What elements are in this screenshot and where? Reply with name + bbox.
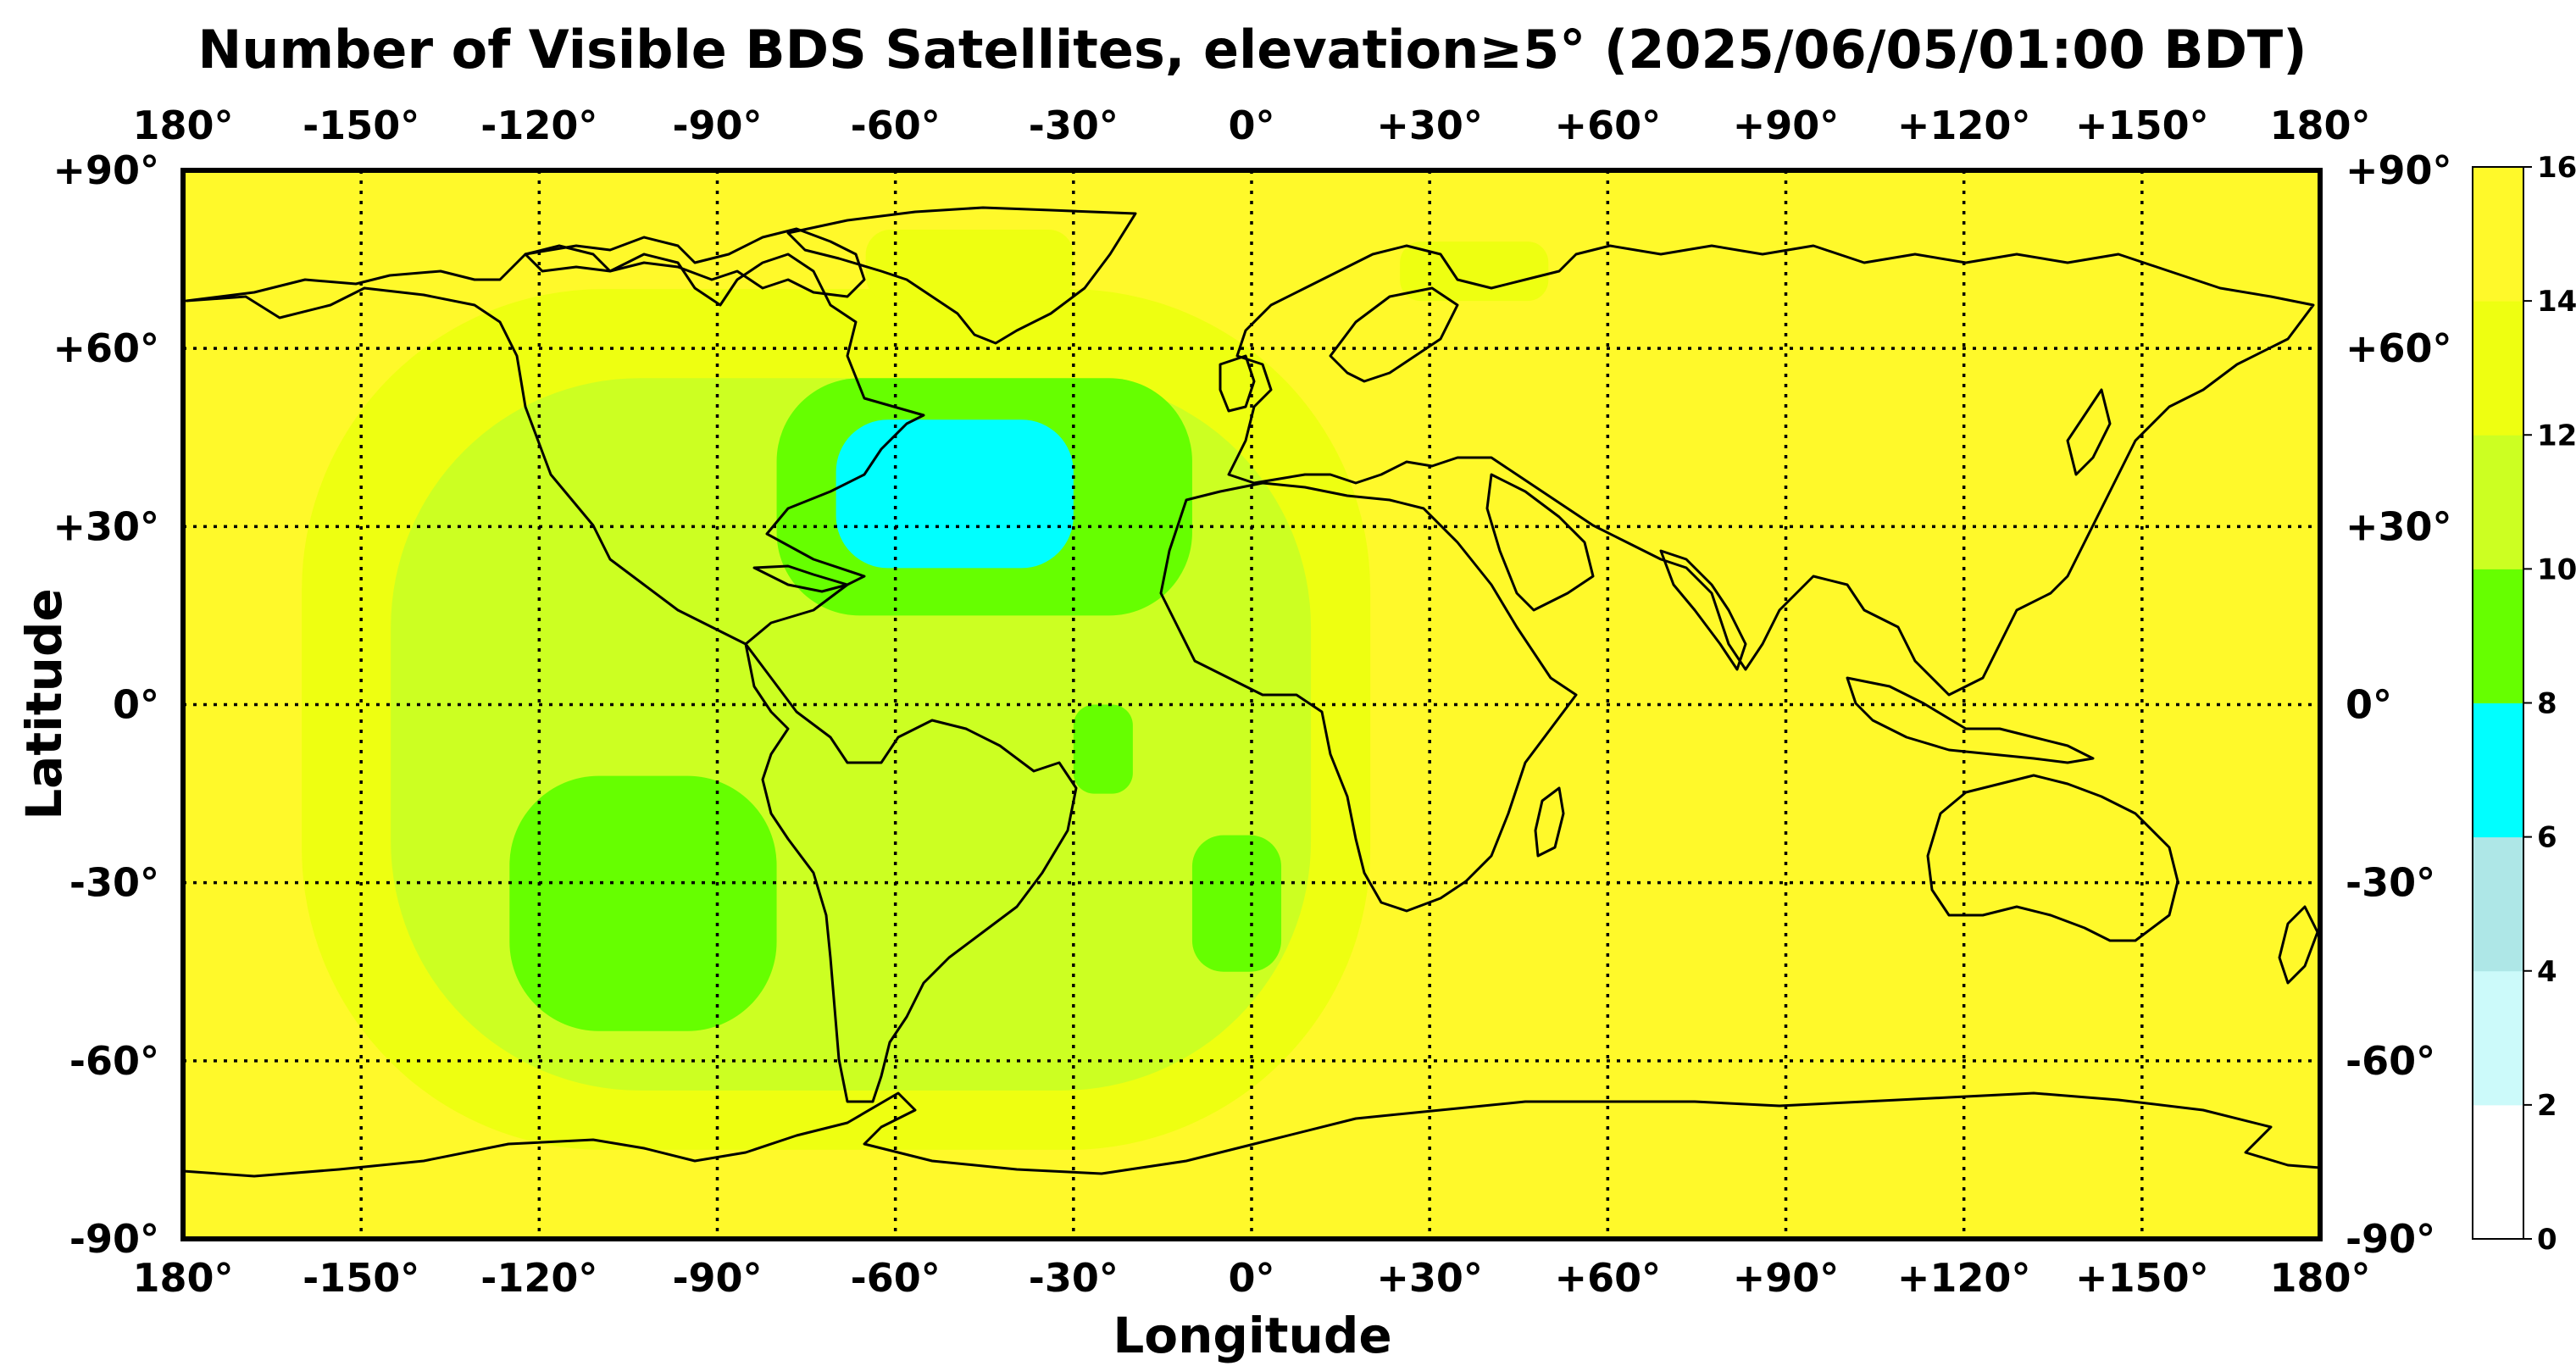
x-tick-label-top: -30°: [1029, 103, 1119, 148]
colorbar-tick-label: 6: [2537, 821, 2557, 855]
colorbar-bin-12-14: [2473, 301, 2523, 436]
map-area: [183, 170, 2320, 1239]
y-tick-labels-left: +90° +60° +30° 0° -30° -60° -90°: [53, 147, 159, 1262]
x-tick-label-bottom: -150°: [303, 1255, 419, 1301]
x-tick-label-top: -60°: [851, 103, 941, 148]
y-tick-label-right: -90°: [2346, 1216, 2435, 1262]
x-tick-label-bottom: +120°: [1897, 1255, 2031, 1301]
x-tick-label-bottom: 180°: [2269, 1255, 2370, 1301]
y-tick-label-left: +60°: [53, 325, 159, 371]
colorbar-bin-2-4: [2473, 970, 2523, 1106]
x-tick-labels-bottom: 180° -150° -120° -90° -60° -30° 0° +30° +60° +90°…: [132, 1255, 2370, 1301]
field-region-6-8-8: [836, 419, 1074, 569]
colorbar-bin-10-12: [2473, 435, 2523, 569]
y-tick-label-right: 0°: [2346, 682, 2392, 728]
coastline-greenland: [786, 206, 1137, 345]
x-tick-label-top: 180°: [132, 103, 233, 148]
x-tick-label-top: -90°: [672, 103, 762, 148]
y-tick-label-right: +60°: [2346, 325, 2452, 371]
x-tick-label-top: 180°: [2269, 103, 2370, 148]
coastline-new-zealand: [2278, 905, 2319, 985]
coastline-australia: [1926, 774, 2179, 942]
coastline-japan: [2066, 388, 2112, 476]
y-tick-label-right: +90°: [2346, 147, 2452, 193]
x-tick-label-bottom: 0°: [1228, 1255, 1274, 1301]
x-tick-label-top: +90°: [1733, 103, 1840, 148]
colorbar-bin-4-6: [2473, 836, 2523, 972]
coastline-eurasia: [1227, 244, 2315, 697]
coastline-maritime-se-asia: [1846, 676, 2095, 764]
colorbar-tick-label: 8: [2537, 687, 2557, 721]
field-region-12-14-2: [1400, 242, 1549, 302]
colorbar-bin-6-8: [2473, 702, 2523, 838]
x-tick-label-top: +60°: [1555, 103, 1662, 148]
y-tick-label-right: -60°: [2346, 1038, 2435, 1084]
coastline-arabia: [1485, 473, 1595, 612]
y-tick-label-right: -30°: [2346, 860, 2435, 906]
y-tick-label-right: +30°: [2346, 503, 2452, 549]
coastline-caribbean: [752, 564, 849, 593]
x-tick-label-top: +30°: [1376, 103, 1483, 148]
x-tick-label-bottom: -120°: [480, 1255, 597, 1301]
y-tick-label-left: -90°: [69, 1216, 159, 1262]
coastline-scandinavia: [1329, 286, 1459, 383]
x-tick-label-bottom: +150°: [2075, 1255, 2209, 1301]
x-tick-label-top: -150°: [303, 103, 419, 148]
y-tick-label-left: +90°: [53, 147, 159, 193]
x-tick-label-bottom: 180°: [132, 1255, 233, 1301]
field-region-12-14-1: [865, 230, 1074, 302]
x-tick-label-bottom: -30°: [1029, 1255, 1119, 1301]
colorbar-tick-label: 0: [2537, 1223, 2557, 1257]
graticule: [183, 170, 2320, 1239]
y-tick-label-left: 0°: [113, 682, 159, 728]
coastline-north-america: [185, 244, 925, 646]
x-tick-label-top: +120°: [1897, 103, 2031, 148]
x-tick-label-top: 0°: [1228, 103, 1274, 148]
x-tick-label-bottom: +90°: [1733, 1255, 1840, 1301]
x-tick-label-bottom: -60°: [851, 1255, 941, 1301]
field-region-8-10-5: [509, 775, 777, 1031]
x-tick-label-top: +150°: [2075, 103, 2209, 148]
colorbar-tick-label: 16: [2537, 151, 2576, 185]
field-region-8-10-6: [1191, 835, 1282, 972]
y-tick-label-left: -60°: [69, 1038, 159, 1084]
satellite-count-field: [302, 230, 1549, 1150]
coastline-south-america: [744, 642, 1078, 1103]
colorbar-tick-label: 10: [2537, 553, 2576, 586]
coastline-madagascar: [1534, 786, 1565, 858]
x-tick-label-bottom: -90°: [672, 1255, 762, 1301]
colorbar-bin-8-10: [2473, 569, 2523, 703]
colorbar-tick-label: 2: [2537, 1089, 2557, 1123]
y-tick-labels-right: +90° +60° +30° 0° -30° -60° -90°: [2346, 147, 2452, 1262]
chart-title: Number of Visible BDS Satellites, elevat…: [197, 19, 2307, 81]
coastline-british-isles: [1219, 354, 1256, 413]
colorbar-bin-14-16: [2473, 167, 2523, 302]
colorbar: 16 14 12 10 8 6 4 2 0: [2472, 151, 2576, 1257]
field-region-8-10-7: [1073, 704, 1133, 794]
colorbar-tick-label: 14: [2537, 285, 2576, 319]
coastlines: [183, 206, 2320, 1178]
coastline-india: [1659, 549, 1747, 671]
map-frame: [180, 168, 2323, 1241]
coastline-antarctica: [183, 1091, 2320, 1178]
colorbar-tick-label: 4: [2537, 955, 2557, 989]
coastline-arctic-islands: [524, 227, 866, 298]
x-tick-labels-top: 180° -150° -120° -90° -60° -30° 0° +30° +60° +90°…: [132, 103, 2370, 148]
x-tick-label-top: -120°: [480, 103, 597, 148]
y-tick-label-left: -30°: [69, 860, 159, 906]
y-axis-label: Latitude: [15, 588, 73, 820]
x-tick-label-bottom: +60°: [1555, 1255, 1662, 1301]
x-axis-label: Longitude: [1113, 1307, 1391, 1364]
colorbar-bin-0-2: [2473, 1104, 2523, 1240]
y-tick-label-left: +30°: [53, 503, 159, 549]
colorbar-tick-label: 12: [2537, 419, 2576, 453]
x-tick-label-bottom: +30°: [1376, 1255, 1483, 1301]
